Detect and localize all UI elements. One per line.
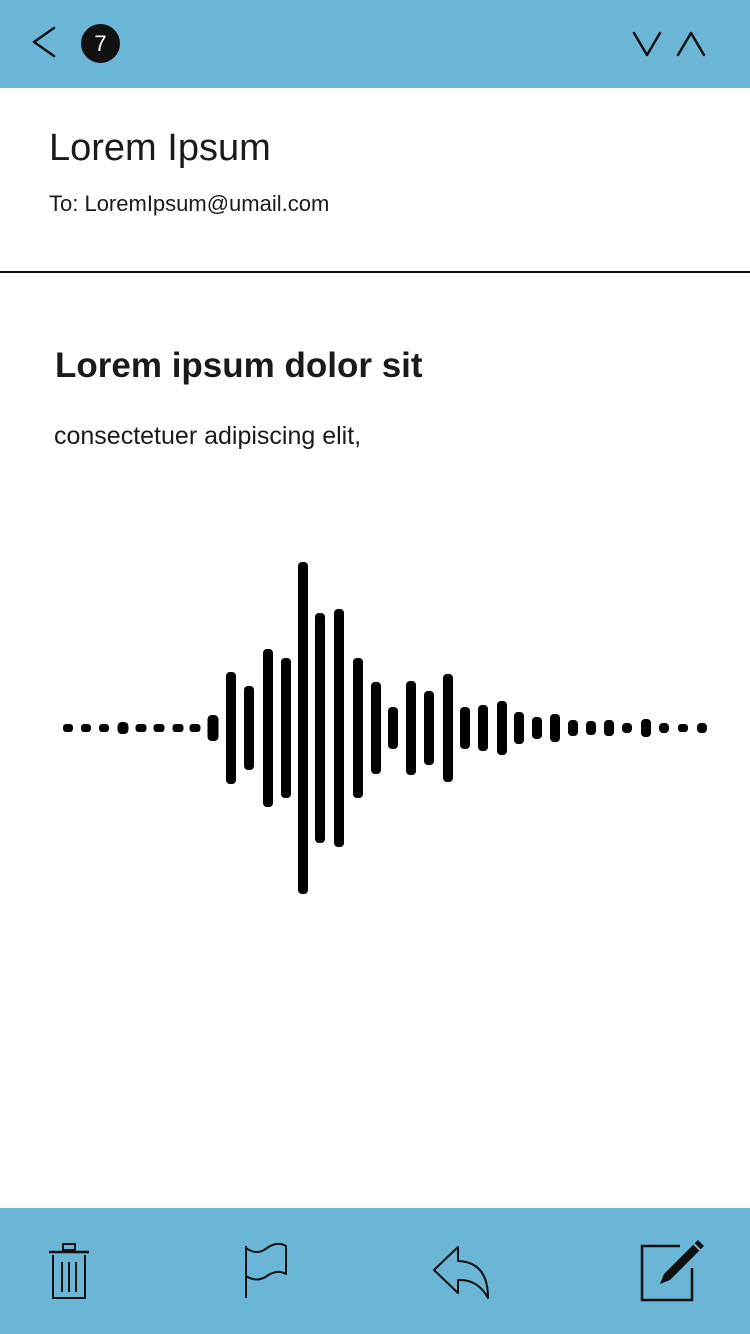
waveform-bar (697, 723, 707, 733)
chevron-left-icon (32, 26, 56, 58)
email-body-text: consectetuer adipiscing elit, (54, 422, 362, 450)
chevron-down-icon (632, 31, 662, 57)
waveform-bar (63, 724, 73, 732)
waveform-bar (659, 723, 669, 733)
email-subject: Lorem Ipsum (49, 127, 271, 169)
compose-button[interactable] (636, 1238, 708, 1304)
waveform-bar (568, 720, 578, 736)
waveform-bar (532, 717, 542, 739)
waveform-bar (641, 719, 651, 737)
compose-icon (640, 1240, 704, 1302)
waveform-bar (622, 723, 632, 733)
waveform-bar (172, 724, 184, 732)
flag-icon (245, 1242, 287, 1298)
email-body-heading: Lorem ipsum dolor sit (55, 346, 423, 385)
bottom-toolbar (0, 1208, 750, 1334)
waveform-bar (298, 562, 308, 894)
waveform-bar (388, 707, 398, 749)
waveform-bar (81, 724, 91, 732)
waveform-bar (586, 721, 596, 735)
chevron-up-icon (676, 31, 706, 57)
waveform-bar (550, 714, 560, 742)
waveform-bar (678, 724, 688, 732)
email-header: Lorem Ipsum To: LoremIpsum@umail.com (0, 88, 750, 272)
delete-button[interactable] (44, 1242, 94, 1302)
waveform-bar (443, 674, 453, 782)
waveform-bar (424, 691, 434, 765)
trash-icon (49, 1243, 89, 1299)
header-divider (0, 271, 750, 273)
waveform-bar (514, 712, 524, 744)
audio-message-player[interactable] (0, 550, 750, 910)
reply-icon (433, 1246, 489, 1299)
top-navigation-bar: 7 (0, 0, 750, 88)
waveform-bar (334, 609, 344, 847)
reply-button[interactable] (430, 1242, 496, 1302)
previous-message-button[interactable] (672, 26, 710, 62)
waveform-bar (117, 722, 129, 734)
email-recipient: To: LoremIpsum@umail.com (49, 191, 330, 216)
waveform-bar (99, 724, 109, 732)
waveform-bar (315, 613, 325, 843)
waveform-bar (478, 705, 488, 751)
next-message-button[interactable] (628, 26, 666, 62)
waveform-bar (371, 682, 381, 774)
waveform-bar (244, 686, 254, 770)
waveform-bar (189, 724, 201, 732)
unread-count-badge: 7 (81, 24, 120, 63)
flag-button[interactable] (240, 1242, 292, 1302)
waveform-bar (497, 701, 507, 755)
waveform-bar (207, 715, 219, 741)
waveform-bar (353, 658, 363, 798)
back-button[interactable] (26, 22, 66, 62)
audio-waveform-icon (63, 562, 707, 894)
waveform-bar (226, 672, 236, 784)
waveform-bar (135, 724, 147, 732)
waveform-bar (263, 649, 273, 807)
waveform-bar (460, 707, 470, 749)
waveform-bar (406, 681, 416, 775)
waveform-bar (153, 724, 165, 732)
waveform-bar (281, 658, 291, 798)
waveform-bar (604, 720, 614, 736)
